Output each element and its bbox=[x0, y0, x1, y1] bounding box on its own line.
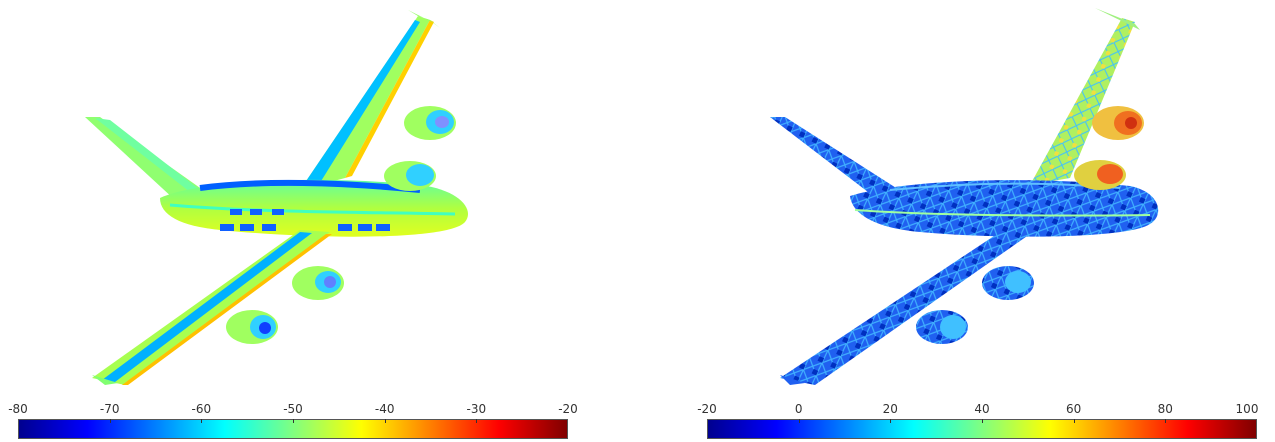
right-tick-label: 20 bbox=[882, 402, 898, 416]
left-tick-label: -40 bbox=[374, 402, 395, 416]
right-engines-upper bbox=[1074, 106, 1144, 190]
right-lower-wing bbox=[780, 232, 1030, 385]
right-tick-mark bbox=[1165, 419, 1167, 423]
right-tick-mark bbox=[798, 419, 800, 423]
left-engines-lower bbox=[226, 266, 344, 344]
left-tick-mark bbox=[293, 419, 294, 423]
left-tick-label: -60 bbox=[191, 402, 212, 416]
left-tick-mark bbox=[109, 419, 111, 423]
right-tick-label: 100 bbox=[1235, 402, 1259, 416]
right-plot-panel: -20 0 20 40 60 80 100 bbox=[690, 0, 1275, 442]
left-tail bbox=[85, 117, 210, 200]
left-tick-label: -20 bbox=[558, 402, 578, 416]
left-tick-mark bbox=[476, 419, 478, 423]
left-fuselage bbox=[160, 179, 468, 237]
left-plot-panel: -80 -70 -60 -50 -40 -30 -20 bbox=[0, 0, 600, 442]
right-tick-label: 80 bbox=[1157, 402, 1173, 416]
left-tick-label: -80 bbox=[8, 402, 28, 416]
left-lower-wing bbox=[92, 230, 332, 385]
right-fuselage bbox=[850, 180, 1159, 237]
left-tick-label: -50 bbox=[283, 402, 303, 416]
left-tick-label: -30 bbox=[466, 402, 487, 416]
right-tick-mark bbox=[1073, 419, 1075, 423]
right-tick-label: 40 bbox=[974, 402, 990, 416]
right-upper-wing bbox=[1030, 8, 1140, 185]
left-upper-wing bbox=[300, 10, 440, 190]
right-colorbar: -20 0 20 40 60 80 100 bbox=[697, 400, 1259, 440]
right-tail bbox=[770, 117, 915, 205]
right-tick-label: 0 bbox=[794, 402, 803, 416]
left-tick-label: -70 bbox=[99, 402, 120, 416]
right-aircraft-surface-plot bbox=[770, 8, 1159, 385]
left-engines-upper bbox=[384, 106, 456, 191]
right-tick-mark bbox=[890, 419, 892, 423]
left-tick-mark bbox=[201, 419, 203, 423]
right-tick-label: -20 bbox=[697, 402, 717, 416]
right-tick-mark bbox=[982, 419, 983, 423]
right-tick-label: 60 bbox=[1066, 402, 1082, 416]
left-tick-mark bbox=[384, 419, 386, 423]
left-colorbar: -80 -70 -60 -50 -40 -30 -20 bbox=[8, 400, 578, 440]
left-aircraft-surface-plot bbox=[85, 10, 468, 385]
right-engines-lower bbox=[916, 266, 1034, 344]
